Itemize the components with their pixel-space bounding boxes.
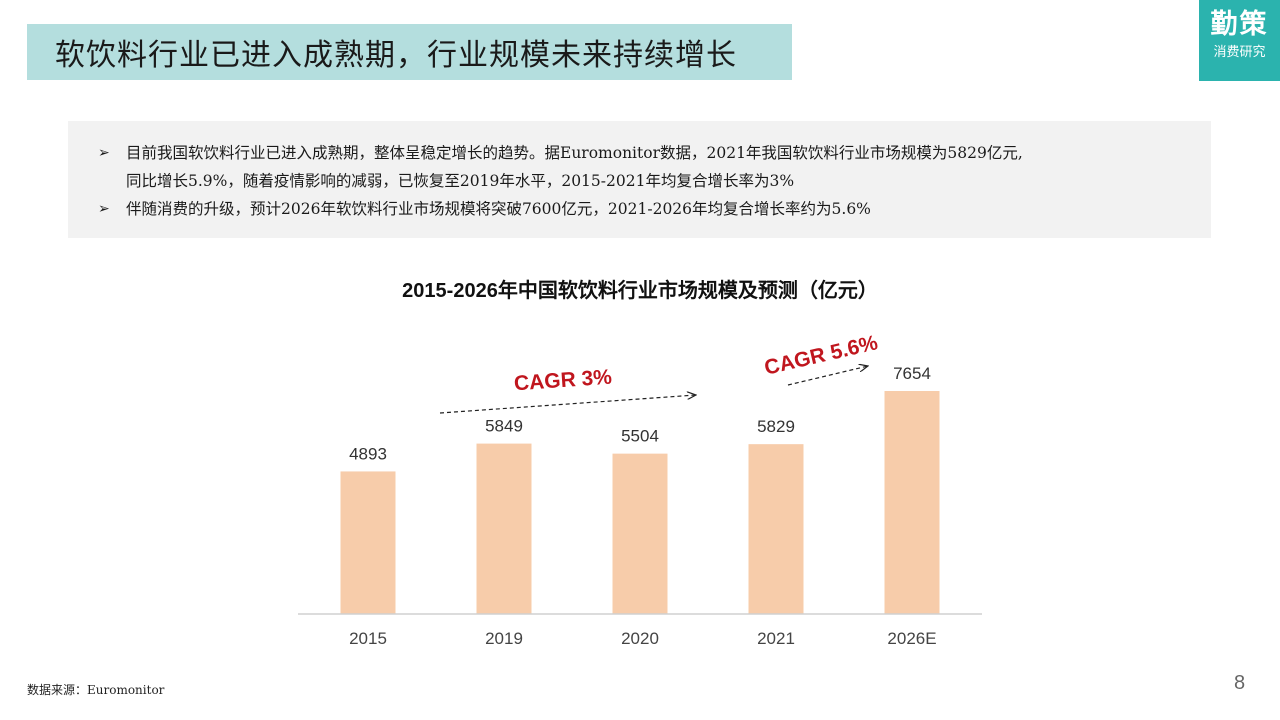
data-label-2015: 4893 [349,444,387,463]
data-label-2020: 5504 [621,427,659,446]
bullet-line: 伴随消费的升级，预计2026年软饮料行业市场规模将突破7600亿元，2021-2… [126,200,871,218]
bar-2015 [340,471,396,614]
data-source-note: 数据来源：Euromonitor [27,683,165,697]
x-tick-label-2020: 2020 [621,629,659,648]
bullet-item: ➢ 伴随消费的升级，预计2026年软饮料行业市场规模将突破7600亿元，2021… [98,195,1181,223]
page-number: 8 [1234,672,1246,694]
cagr-annotation-3: CAGR 3% [513,366,613,396]
bar-2021 [748,444,804,614]
bullet-item: ➢ 目前我国软饮料行业已进入成熟期，整体呈稳定增长的趋势。据Euromonito… [98,139,1181,195]
bar-2026E [884,391,940,614]
cagr-annotation-5-6: CAGR 5.6% [762,331,880,379]
x-tick-label-2026E: 2026E [887,629,936,648]
brand-subtitle: 消费研究 [1213,45,1266,60]
bars-layer: 4893 2015 5849 2019 5504 2020 5829 2021 7654 2026… [340,364,940,648]
chart-title: 2015-2026年中国软饮料行业市场规模及预测（亿元） [402,280,878,302]
data-label-2019: 5849 [485,417,523,436]
bar-2019 [476,443,532,614]
brand-name: 勤策 [1210,9,1269,40]
title-banner: 软饮料行业已进入成熟期，行业规模未来持续增长 [27,24,792,80]
bullet-text: 目前我国软饮料行业已进入成熟期，整体呈稳定增长的趋势。据Euromonitor数… [126,139,1023,195]
data-label-2026E: 7654 [893,364,931,383]
arrow-bullet-icon: ➢ [98,145,110,161]
bullet-text: 伴随消费的升级，预计2026年软饮料行业市场规模将突破7600亿元，2021-2… [126,195,871,223]
x-tick-label-2021: 2021 [757,629,795,648]
trend-arrow-2015-2021 [439,395,696,414]
bar-2020 [612,453,668,614]
x-tick-label-2015: 2015 [349,629,387,648]
page-title: 软饮料行业已进入成熟期，行业规模未来持续增长 [55,38,737,73]
bullet-line: 同比增长5.9%，随着疫情影响的减弱，已恢复至2019年水平，2015-2021… [126,172,795,190]
arrow-bullet-icon: ➢ [98,201,110,217]
x-tick-label-2019: 2019 [485,629,523,648]
summary-box: ➢ 目前我国软饮料行业已进入成熟期，整体呈稳定增长的趋势。据Euromonito… [68,121,1211,238]
data-label-2021: 5829 [757,417,795,436]
brand-logo: 勤策 消费研究 [1199,0,1280,81]
bullet-line: 目前我国软饮料行业已进入成熟期，整体呈稳定增长的趋势。据Euromonitor数… [126,144,1023,162]
